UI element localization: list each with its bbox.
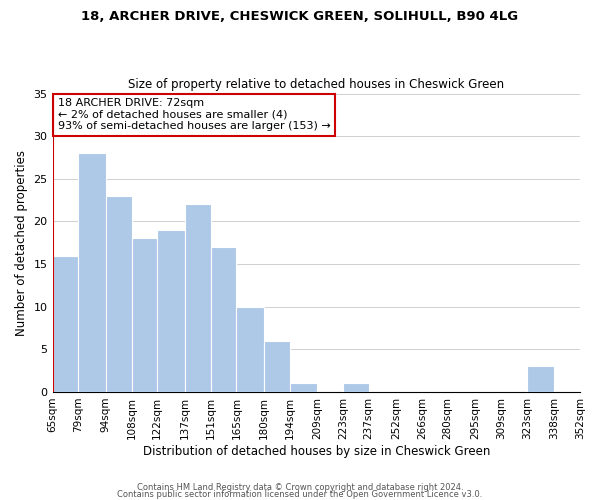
Bar — [78, 153, 106, 392]
Bar — [527, 366, 554, 392]
Bar — [131, 238, 157, 392]
Text: Contains public sector information licensed under the Open Government Licence v3: Contains public sector information licen… — [118, 490, 482, 499]
Text: 18, ARCHER DRIVE, CHESWICK GREEN, SOLIHULL, B90 4LG: 18, ARCHER DRIVE, CHESWICK GREEN, SOLIHU… — [82, 10, 518, 23]
Title: Size of property relative to detached houses in Cheswick Green: Size of property relative to detached ho… — [128, 78, 505, 91]
Text: Contains HM Land Registry data © Crown copyright and database right 2024.: Contains HM Land Registry data © Crown c… — [137, 484, 463, 492]
Bar — [236, 306, 264, 392]
Bar — [53, 256, 78, 392]
Bar — [211, 247, 236, 392]
Bar — [343, 384, 368, 392]
Bar — [290, 384, 317, 392]
Y-axis label: Number of detached properties: Number of detached properties — [15, 150, 28, 336]
Bar — [157, 230, 185, 392]
Bar — [264, 341, 290, 392]
Bar — [106, 196, 131, 392]
Bar — [185, 204, 211, 392]
Text: 18 ARCHER DRIVE: 72sqm
← 2% of detached houses are smaller (4)
93% of semi-detac: 18 ARCHER DRIVE: 72sqm ← 2% of detached … — [58, 98, 331, 131]
X-axis label: Distribution of detached houses by size in Cheswick Green: Distribution of detached houses by size … — [143, 444, 490, 458]
